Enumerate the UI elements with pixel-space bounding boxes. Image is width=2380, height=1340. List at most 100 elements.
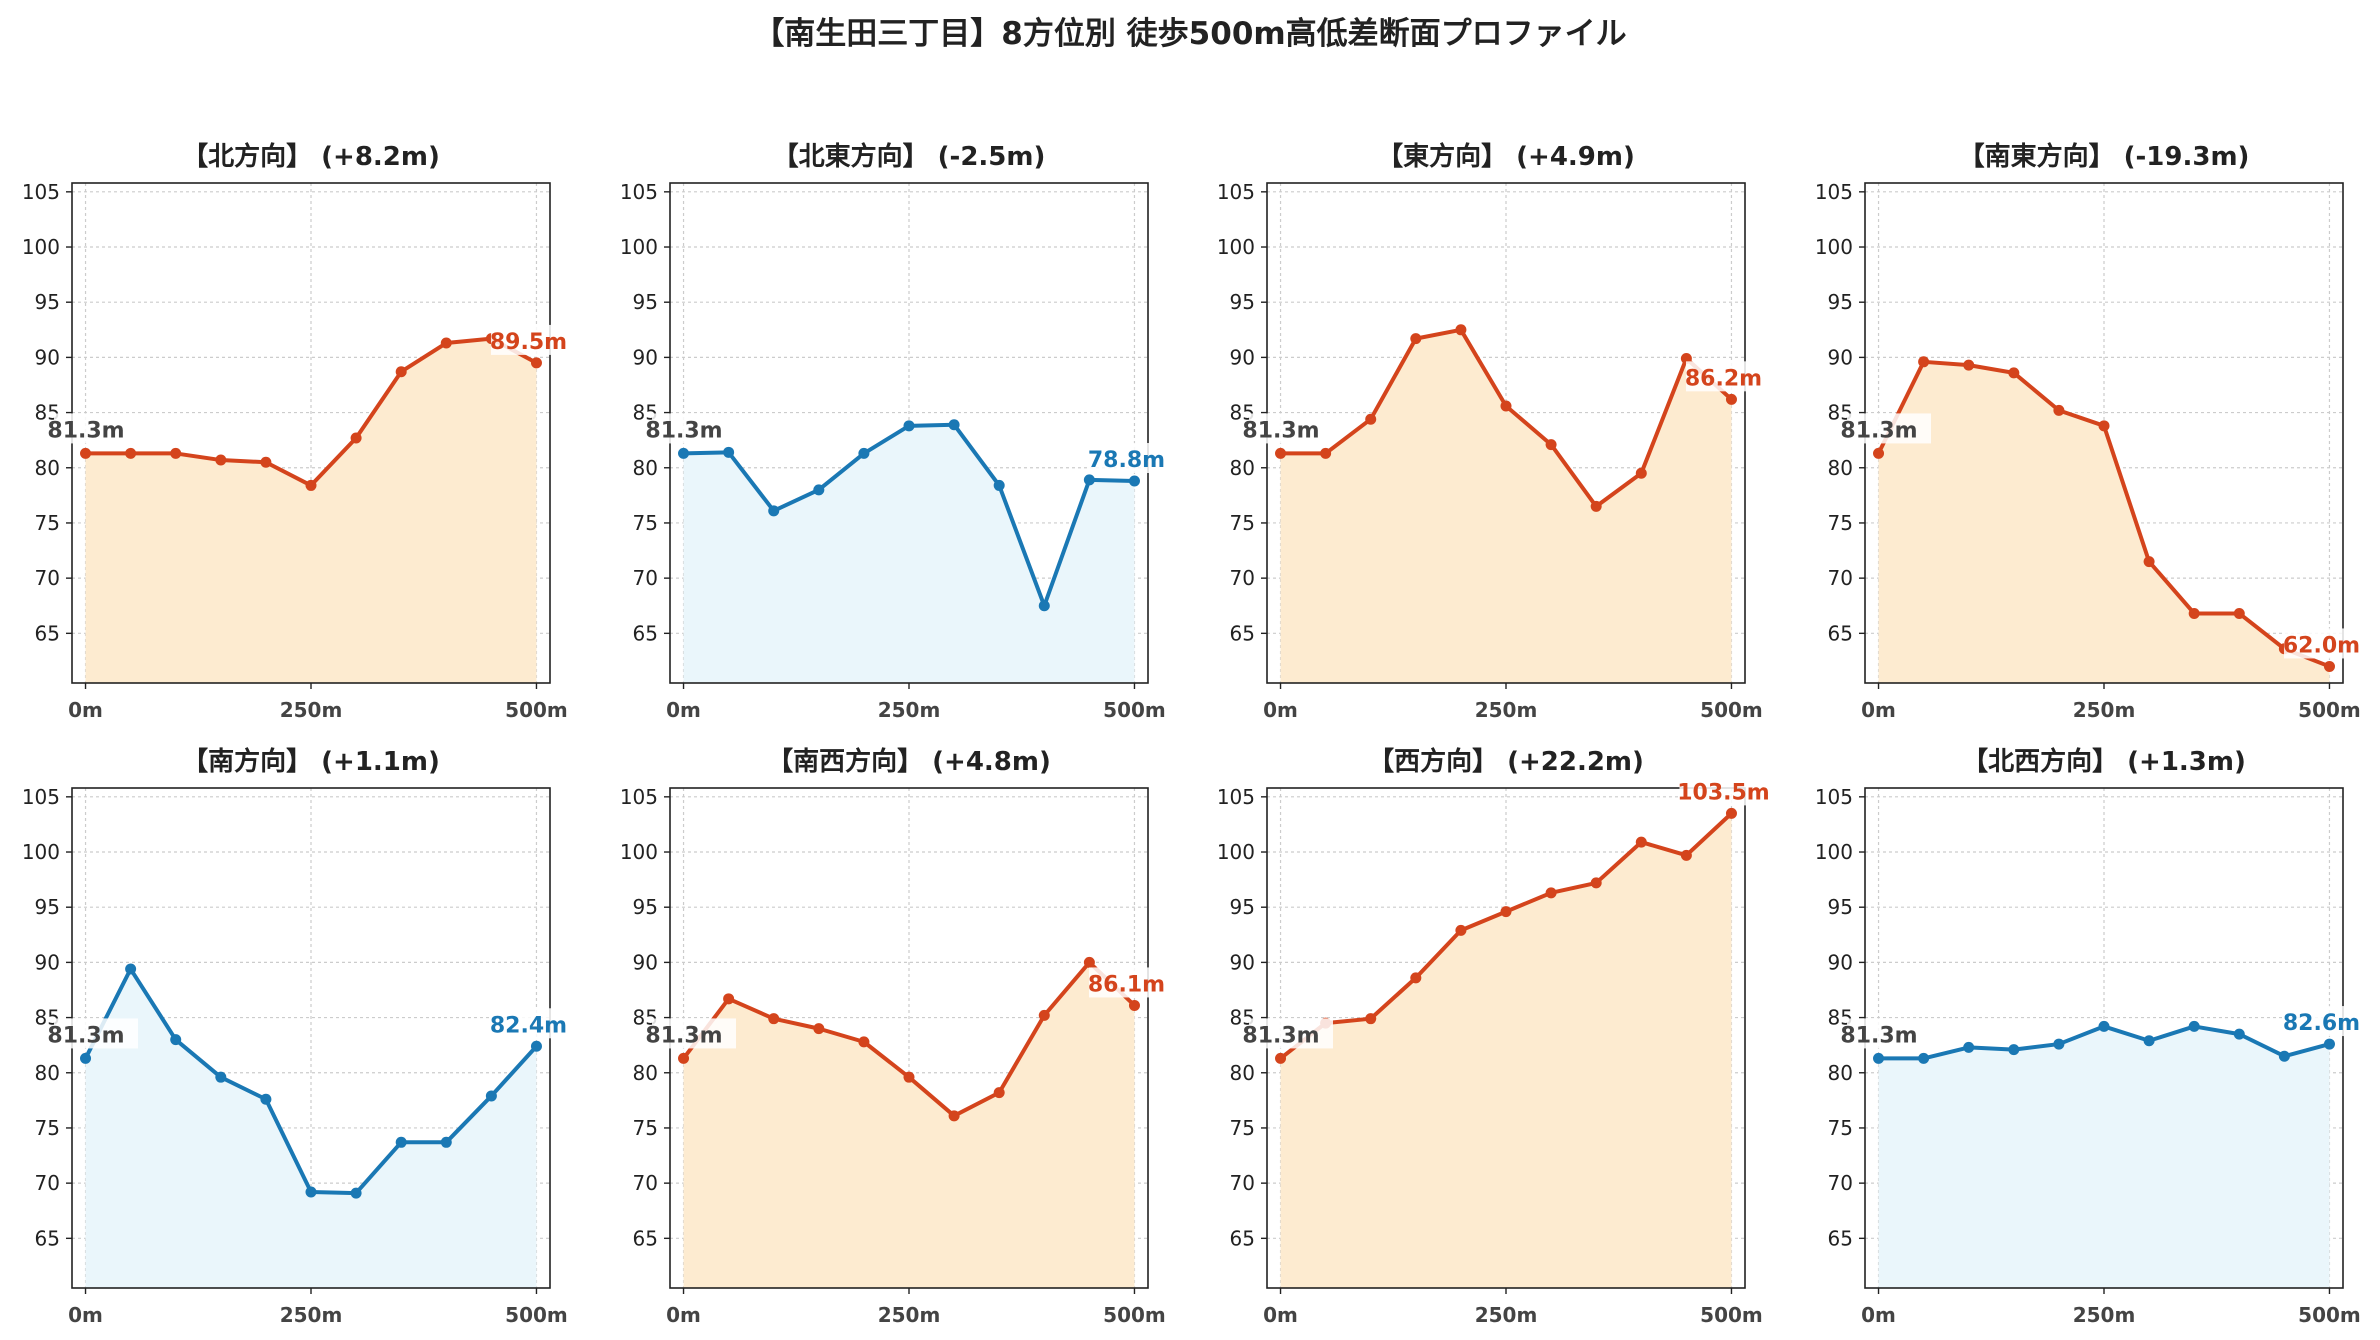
data-point [125,447,137,459]
y-tick-label: 70 [1230,566,1255,590]
start-label: 81.3m [47,1023,124,1048]
y-tick-label: 90 [1230,345,1255,369]
y-tick-label: 95 [1828,290,1853,314]
y-tick-label: 70 [1828,1171,1853,1195]
data-point [1083,956,1095,968]
data-point [1873,447,1885,459]
data-point [768,505,780,517]
start-label: 81.3m [645,418,722,443]
data-point [1275,447,1287,459]
end-label: 62.0m [2283,633,2360,658]
data-point [1275,1052,1287,1064]
y-tick-label: 70 [633,566,658,590]
y-tick-label: 80 [1828,1061,1853,1085]
area-fill [1878,361,2330,683]
data-point [1725,807,1737,819]
data-point [305,479,317,491]
x-tick-label: 500m [505,698,568,722]
start-label: 81.3m [1840,418,1917,443]
data-point [813,484,825,496]
data-point [1963,1041,1975,1053]
y-tick-label: 80 [1230,456,1255,480]
x-tick-label: 500m [505,1303,568,1327]
data-point [1128,999,1140,1011]
y-tick-label: 75 [35,511,60,535]
data-point [813,1023,825,1035]
data-point [1918,1052,1930,1064]
data-point [2143,556,2155,568]
y-tick-label: 70 [35,566,60,590]
data-point [1963,359,1975,371]
y-tick-label: 80 [1828,456,1853,480]
y-tick-label: 90 [1230,950,1255,974]
panel-title: 【西方向】 (+22.2m) [1368,746,1644,777]
data-point [2323,660,2335,672]
end-label: 82.4m [490,1013,567,1038]
y-tick-label: 105 [22,180,60,204]
y-tick-label: 100 [1217,840,1255,864]
y-tick-label: 75 [633,1116,658,1140]
start-label-bg [54,413,138,444]
end-label: 103.5m [1677,780,1770,805]
data-point [215,1071,227,1083]
y-tick-label: 105 [22,785,60,809]
data-point [215,454,227,466]
data-point [440,1136,452,1148]
x-tick-label: 250m [2073,698,2136,722]
y-tick-label: 65 [633,621,658,645]
data-point [1365,413,1377,425]
area-fill [1280,813,1732,1288]
data-point [2233,607,2245,619]
data-point [678,447,690,459]
y-tick-label: 95 [35,290,60,314]
area-fill [85,338,537,683]
start-label-bg [1847,413,1931,444]
data-point [395,366,407,378]
y-tick-label: 65 [1230,1226,1255,1250]
y-tick-label: 105 [1815,785,1853,809]
start-label: 81.3m [1242,418,1319,443]
data-point [993,1087,1005,1099]
figure-title: 【南生田三丁目】8方位別 徒歩500m高低差断面プロファイル [753,16,1626,52]
data-point [1725,393,1737,405]
y-tick-label: 65 [35,1226,60,1250]
data-point [2053,404,2065,416]
y-tick-label: 105 [620,785,658,809]
data-point [1038,600,1050,612]
data-point [530,357,542,369]
data-point [678,1052,690,1064]
y-tick-label: 80 [1230,1061,1255,1085]
start-label: 81.3m [645,1023,722,1048]
data-point [1545,887,1557,899]
area-fill [1878,1026,2330,1288]
end-label-bg [1088,967,1164,998]
panel-title: 【北東方向】 (-2.5m) [773,141,1046,172]
data-point [723,446,735,458]
y-tick-label: 90 [35,345,60,369]
x-tick-label: 0m [666,1303,701,1327]
data-point [395,1136,407,1148]
end-label: 82.6m [2283,1011,2360,1036]
y-tick-label: 95 [35,895,60,919]
x-tick-label: 0m [1263,698,1298,722]
x-tick-label: 250m [1475,1303,1538,1327]
data-point [1365,1013,1377,1025]
data-point [1635,467,1647,479]
x-tick-label: 0m [1861,698,1896,722]
area-fill [85,969,537,1288]
start-label-bg [1249,1018,1333,1049]
x-tick-label: 250m [878,1303,941,1327]
start-label-bg [652,1018,736,1049]
data-point [530,1040,542,1052]
data-point [1918,356,1930,368]
y-tick-label: 90 [633,950,658,974]
area-fill [683,962,1135,1288]
end-label-bg [1679,775,1768,806]
y-tick-label: 65 [1230,621,1255,645]
y-tick-label: 100 [620,840,658,864]
